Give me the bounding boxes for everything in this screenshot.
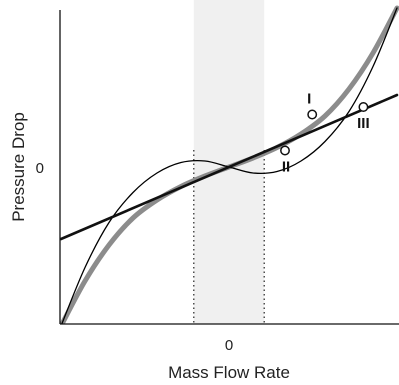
y-axis-label: Pressure Drop	[9, 112, 28, 222]
operating-point-marker-2	[280, 145, 290, 156]
operating-point-label-2: II	[282, 159, 290, 176]
tangent-line	[60, 93, 399, 241]
operating-point-marker-1	[307, 109, 318, 120]
operating-point-label-3: III	[357, 115, 370, 132]
y-tick-label-zero: 0	[36, 160, 44, 177]
x-tick-label-zero: 0	[225, 337, 233, 354]
operating-point-label-1: I	[307, 91, 311, 108]
x-axis-label: Mass Flow Rate	[168, 363, 290, 382]
shaded-region	[193, 0, 265, 324]
operating-point-marker-3	[358, 102, 369, 112]
